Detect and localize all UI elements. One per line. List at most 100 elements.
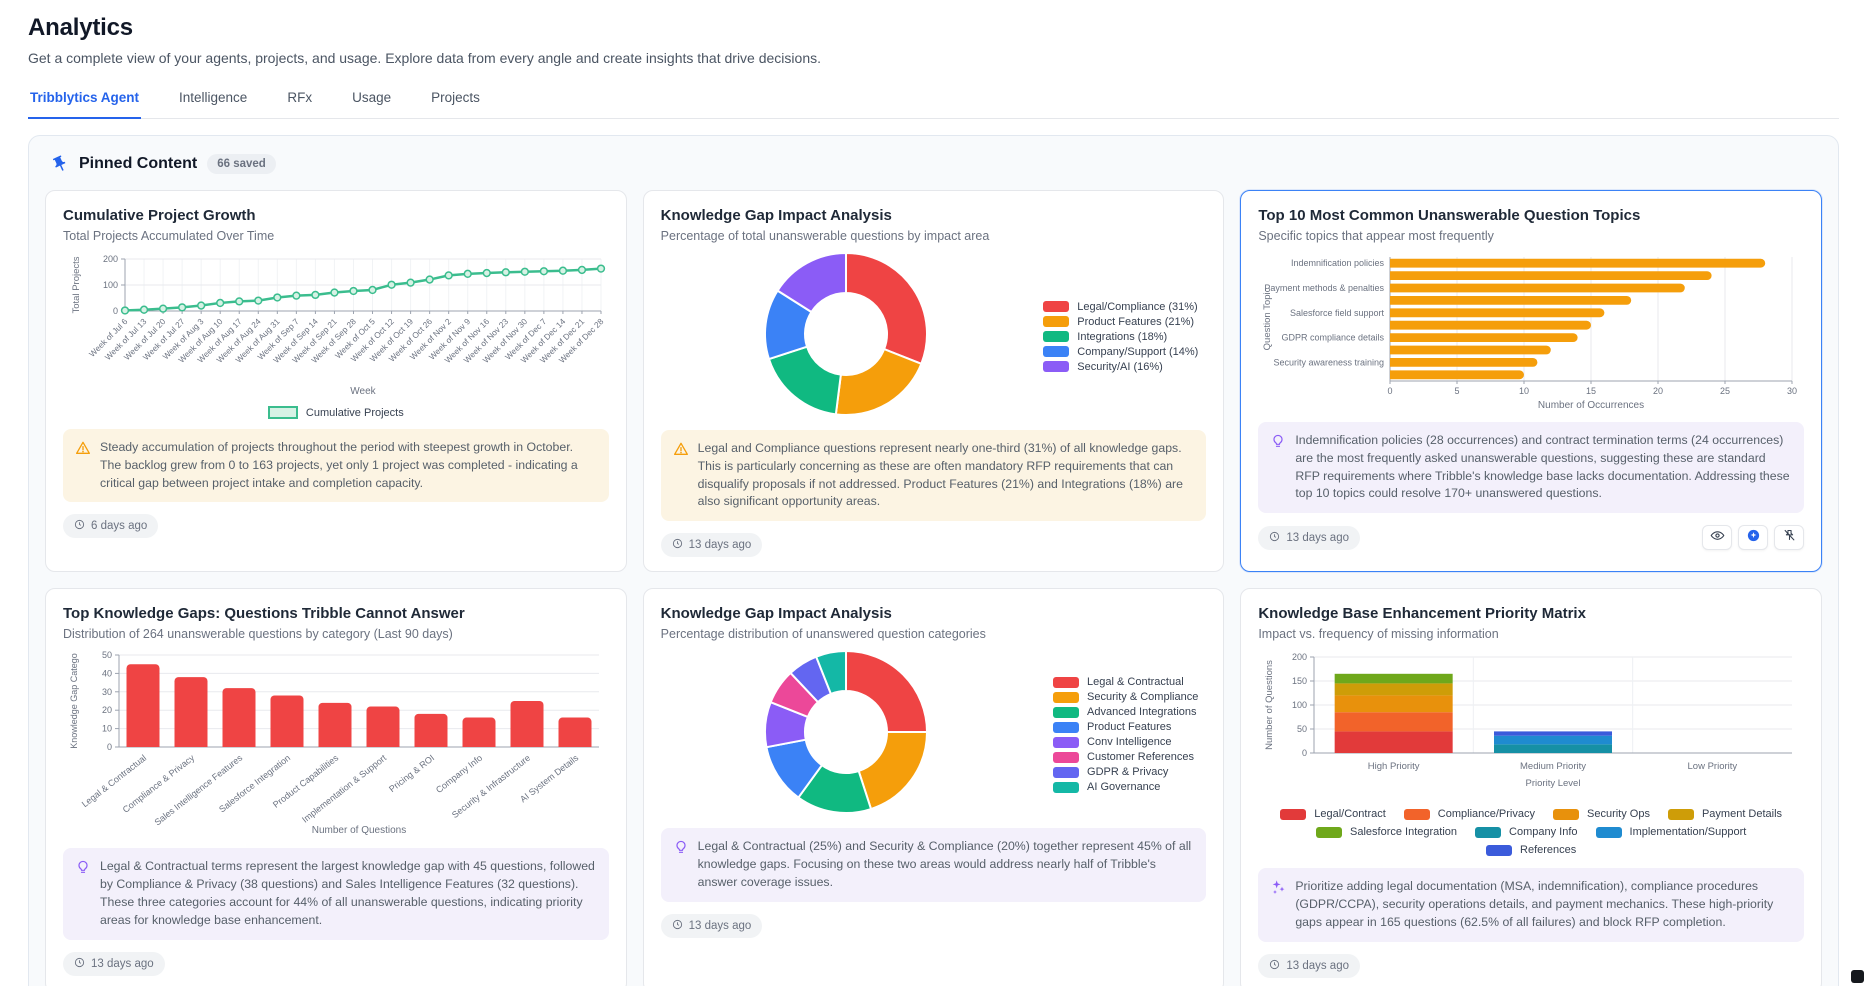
svg-text:150: 150 xyxy=(1292,676,1307,686)
legend-label: Compliance/Privacy xyxy=(1437,808,1535,821)
insight-box: Legal and Compliance questions represent… xyxy=(660,430,1207,522)
sparkles-icon xyxy=(1270,879,1286,931)
svg-text:Medium Priority: Medium Priority xyxy=(1520,761,1586,772)
pinned-content-section: Pinned Content 66 saved Cumulative Proje… xyxy=(28,135,1839,986)
knowledge-gaps-bar-chart: 0 10 20 30 40 50 Legal & Contractual Compliance… xyxy=(63,647,609,842)
clock-icon xyxy=(74,957,85,971)
svg-text:50: 50 xyxy=(1297,724,1307,734)
legend-item: Security & Compliance xyxy=(1053,691,1198,703)
impact-area-donut-chart xyxy=(761,249,931,424)
legend-label: Company Info xyxy=(1509,826,1578,839)
insight-text: Prioritize adding legal documentation (M… xyxy=(1295,879,1774,929)
stacked-chart-legend: Legal/Contract Compliance/Privacy Security… xyxy=(1270,808,1792,856)
lightbulb-icon xyxy=(1270,433,1286,503)
tab-rfx[interactable]: RFx xyxy=(287,90,313,105)
insight-text: Steady accumulation of projects througho… xyxy=(100,440,578,490)
legend-label: Cumulative Projects xyxy=(305,406,404,419)
card-cumulative-project-growth[interactable]: Cumulative Project Growth Total Projects… xyxy=(45,190,627,573)
ai-insight-icon xyxy=(1746,528,1761,548)
svg-text:Salesforce field support: Salesforce field support xyxy=(1290,308,1385,318)
stacked-chart-svg: 0 50 100 150 200 High Priority Medium Priority… xyxy=(1264,652,1793,789)
timestamp-text: 13 days ago xyxy=(688,539,752,552)
pinned-content-title: Pinned Content xyxy=(79,155,198,172)
svg-text:Total Projects: Total Projects xyxy=(71,256,82,313)
legend-swatch xyxy=(1403,808,1430,820)
svg-text:Number of Questions: Number of Questions xyxy=(312,825,407,836)
card-subtitle: Total Projects Accumulated Over Time xyxy=(63,229,275,243)
legend-swatch xyxy=(1595,826,1622,838)
legend-item: Payment Details xyxy=(1667,808,1783,821)
legend-label: Implementation/Support xyxy=(1629,826,1747,839)
card-subtitle: Percentage distribution of unanswered qu… xyxy=(660,627,986,642)
legend-swatch xyxy=(1316,826,1343,838)
legend-label: Product Features (21%) xyxy=(1077,315,1195,328)
timestamp-badge: 13 days ago xyxy=(660,533,763,558)
legend-item: AI Governance xyxy=(1053,781,1198,793)
donut-chart-svg xyxy=(763,650,928,815)
svg-text:15: 15 xyxy=(1586,386,1596,396)
saved-count-badge: 66 saved xyxy=(207,154,276,174)
legend-swatch xyxy=(1053,736,1080,748)
card-title: Knowledge Gap Impact Analysis xyxy=(660,207,892,224)
timestamp-badge: 6 days ago xyxy=(63,514,159,539)
warning-icon xyxy=(673,441,689,511)
svg-text:0: 0 xyxy=(107,742,112,752)
insight-text: Legal & Contractual (25%) and Security &… xyxy=(697,839,1192,889)
timestamp-text: 6 days ago xyxy=(91,520,148,533)
tab-projects[interactable]: Projects xyxy=(431,90,480,105)
legend-label: GDPR & Privacy xyxy=(1087,766,1169,779)
unpin-button[interactable] xyxy=(1774,525,1804,551)
tab-tribblytics-agent[interactable]: Tribblytics Agent xyxy=(28,86,142,119)
legend-swatch xyxy=(1053,721,1080,733)
legend-label: Legal/Contract xyxy=(1314,808,1386,821)
priority-matrix-stacked-bar-chart: 0 50 100 150 200 High Priority Medium Priority… xyxy=(1258,647,1804,804)
svg-text:25: 25 xyxy=(1720,386,1730,396)
svg-text:30: 30 xyxy=(102,687,112,697)
page-title: Analytics xyxy=(28,14,133,41)
timestamp-badge: 13 days ago xyxy=(660,913,763,938)
legend-swatch xyxy=(1053,706,1080,718)
card-subtitle: Specific topics that appear most frequen… xyxy=(1258,229,1494,243)
legend-swatch xyxy=(1043,316,1070,327)
legend-item: GDPR & Privacy xyxy=(1053,766,1198,778)
svg-text:Question Topic: Question Topic xyxy=(1262,287,1273,350)
clock-icon xyxy=(672,919,683,933)
legend-item: Legal & Contractual xyxy=(1053,676,1198,688)
card-footer: 13 days ago xyxy=(63,951,609,976)
legend-label: Salesforce Integration xyxy=(1350,826,1458,839)
svg-text:200: 200 xyxy=(1292,652,1307,662)
card-actions xyxy=(1702,525,1804,551)
legend-swatch xyxy=(1475,826,1502,838)
card-top-knowledge-gaps[interactable]: Top Knowledge Gaps: Questions Tribble Ca… xyxy=(45,588,627,986)
legend-label: Security & Compliance xyxy=(1087,691,1199,704)
legend-item: Compliance/Privacy xyxy=(1403,808,1535,821)
card-knowledge-gap-impact-analysis-2[interactable]: Knowledge Gap Impact Analysis Percentage… xyxy=(642,588,1225,986)
ai-insight-button[interactable] xyxy=(1738,525,1768,551)
legend-label: Product Features xyxy=(1087,721,1172,734)
cumulative-growth-line-chart: 0 100 200 Week of Jul 6 Week of Jul 13 Week o… xyxy=(63,249,609,404)
insight-box: Legal & Contractual (25%) and Security &… xyxy=(660,828,1207,902)
legend-swatch xyxy=(1053,691,1080,703)
timestamp-text: 13 days ago xyxy=(688,919,752,932)
view-button[interactable] xyxy=(1702,525,1732,551)
svg-text:10: 10 xyxy=(1519,386,1529,396)
card-knowledge-gap-impact-analysis[interactable]: Knowledge Gap Impact Analysis Percentage… xyxy=(642,190,1225,573)
insight-box: Legal & Contractual terms represent the … xyxy=(63,848,609,940)
insight-box: Steady accumulation of projects througho… xyxy=(63,429,609,503)
svg-text:Pricing & ROI: Pricing & ROI xyxy=(387,753,436,794)
svg-text:Implementation & Support: Implementation & Support xyxy=(300,753,389,825)
legend-label: Payment Details xyxy=(1701,808,1783,821)
tab-usage[interactable]: Usage xyxy=(352,90,392,105)
legend-item: Legal/Compliance (31%) xyxy=(1043,301,1198,313)
line-chart-legend: Cumulative Projects xyxy=(63,406,609,419)
svg-text:Week: Week xyxy=(350,386,376,397)
donut-chart-legend: Legal/Compliance (31%) Product Features (… xyxy=(1043,301,1198,373)
legend-label: Legal & Contractual xyxy=(1087,676,1184,689)
card-top-10-unanswerable-topics[interactable]: Top 10 Most Common Unanswerable Question… xyxy=(1240,190,1822,573)
svg-text:20: 20 xyxy=(1653,386,1663,396)
tab-intelligence[interactable]: Intelligence xyxy=(179,90,248,105)
card-enhancement-priority-matrix[interactable]: Knowledge Base Enhancement Priority Matr… xyxy=(1240,588,1822,986)
card-footer: 13 days ago xyxy=(660,913,1207,938)
hbar-chart-svg: 0 5 10 15 20 25 30 Indemnification policies Paym… xyxy=(1262,257,1797,411)
